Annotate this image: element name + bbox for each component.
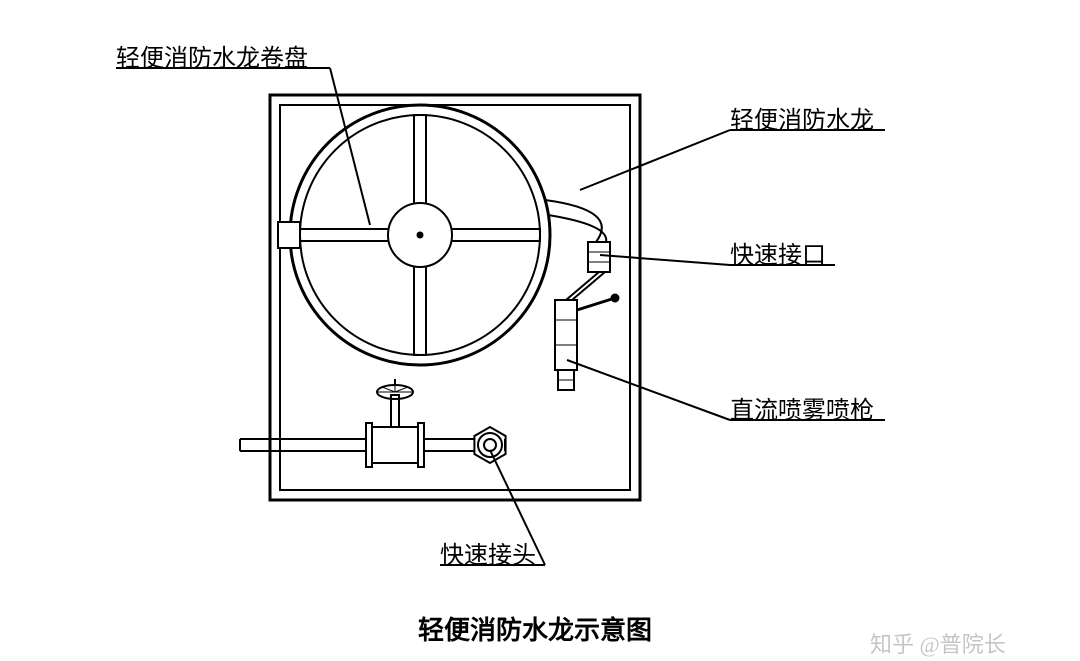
- label-quick-coupling: 快速接头: [440, 535, 536, 570]
- label-reel: 轻便消防水龙卷盘: [116, 38, 308, 73]
- watermark: 知乎 @普院长: [870, 627, 1006, 659]
- diagram-title: 轻便消防水龙示意图: [418, 610, 652, 647]
- label-spray-gun: 直流喷雾喷枪: [730, 390, 874, 425]
- label-hose: 轻便消防水龙: [730, 100, 874, 135]
- schematic-svg: [0, 0, 1080, 661]
- label-quick-port: 快速接口: [730, 235, 826, 270]
